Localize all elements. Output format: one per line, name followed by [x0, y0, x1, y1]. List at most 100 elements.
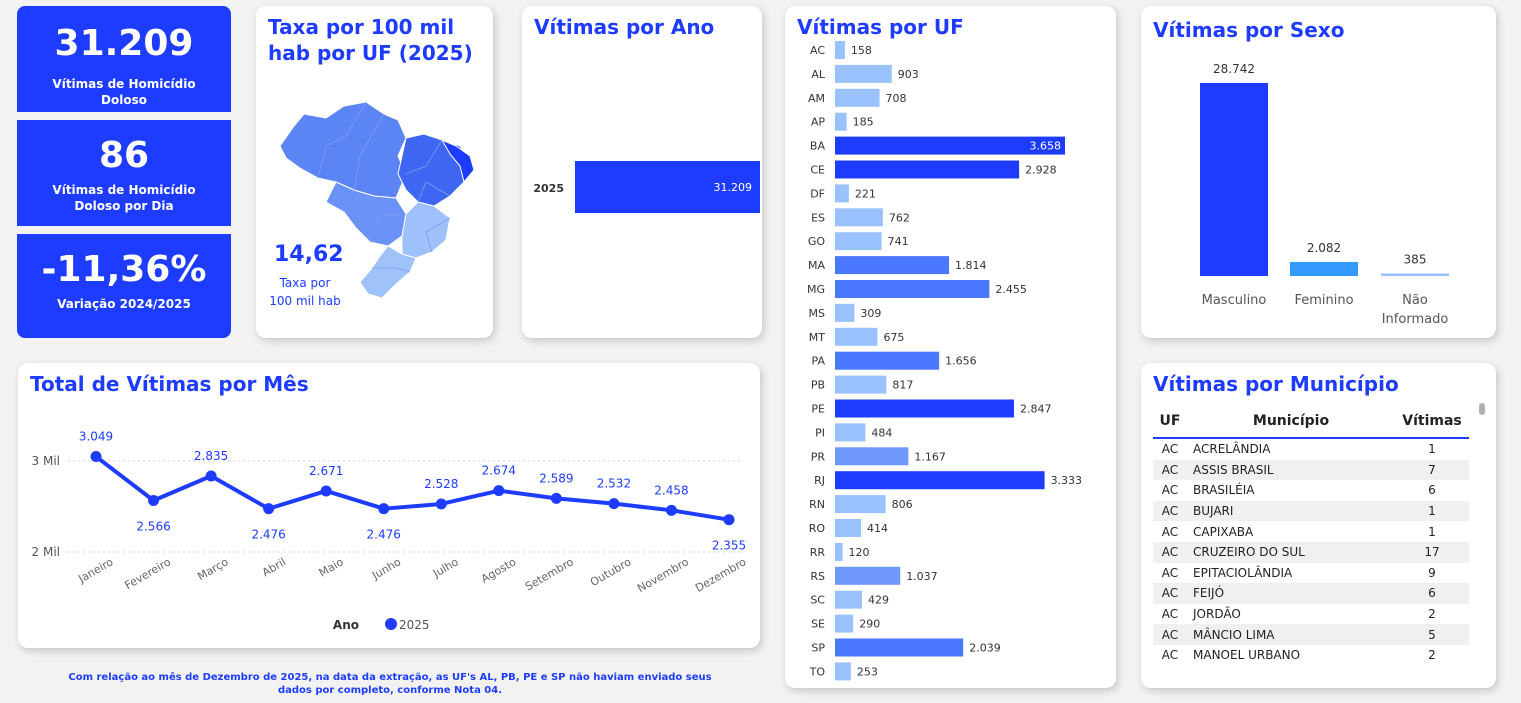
- uf-tick-label: RO: [809, 522, 826, 535]
- col-header-vitimas[interactable]: Vítimas: [1395, 405, 1469, 439]
- table-scrollbar[interactable]: [1479, 403, 1485, 415]
- month-point[interactable]: [608, 498, 620, 510]
- table-row[interactable]: AC MANOEL URBANO 2: [1153, 645, 1469, 666]
- month-series-line[interactable]: [94, 454, 730, 522]
- kpi-total-victims: 31.209 Vítimas de Homicídio Doloso: [17, 6, 231, 112]
- map-region-southeast[interactable]: [401, 201, 451, 259]
- uf-bar[interactable]: [835, 160, 1020, 179]
- uf-bar[interactable]: [835, 184, 849, 203]
- month-chart-card: Total de Vítimas por Mês 2 Mil 3 Mil 3.049…: [18, 363, 760, 648]
- uf-bar[interactable]: [835, 662, 851, 681]
- sex-bar[interactable]: [1200, 83, 1268, 276]
- uf-bar[interactable]: [835, 638, 964, 657]
- uf-bar-label: 120: [849, 546, 870, 559]
- uf-bar-label: 290: [859, 618, 880, 631]
- map-region-northeast[interactable]: [397, 133, 471, 207]
- uf-bar[interactable]: [835, 447, 909, 466]
- table-row[interactable]: AC ASSIS BRASIL 7: [1153, 459, 1469, 481]
- year-bar[interactable]: [575, 161, 760, 213]
- uf-tick-label: RJ: [814, 474, 825, 487]
- year-tick-label: 2025: [533, 182, 564, 195]
- uf-bar[interactable]: [835, 351, 940, 370]
- table-row[interactable]: AC ACRELÂNDIA 1: [1153, 438, 1469, 460]
- month-point[interactable]: [378, 503, 390, 515]
- uf-bar[interactable]: [835, 542, 843, 561]
- uf-bar[interactable]: [835, 64, 892, 83]
- sex-bar[interactable]: [1381, 273, 1449, 276]
- table-row[interactable]: AC BRASILÉIA 6: [1153, 480, 1469, 501]
- sex-bar-label: 385: [1404, 252, 1427, 266]
- month-point[interactable]: [148, 494, 160, 506]
- month-point[interactable]: [550, 492, 562, 504]
- uf-bar-label: 309: [860, 307, 881, 320]
- uf-bar-label: 221: [855, 187, 876, 200]
- col-header-uf[interactable]: UF: [1153, 405, 1187, 439]
- cell-municipio: JORDÃO: [1193, 607, 1241, 622]
- table-row[interactable]: AC FEIJÓ 6: [1153, 583, 1469, 604]
- uf-bar[interactable]: [835, 566, 901, 585]
- month-ytick-label: 3 Mil: [32, 454, 60, 468]
- month-point[interactable]: [90, 451, 102, 463]
- uf-bar[interactable]: [835, 112, 847, 131]
- table-row[interactable]: AC MÂNCIO LIMA 5: [1153, 624, 1469, 645]
- uf-bar[interactable]: [835, 519, 862, 537]
- uf-bar[interactable]: [835, 88, 880, 107]
- month-point[interactable]: [320, 485, 332, 497]
- col-header-municipio[interactable]: Município: [1187, 405, 1395, 439]
- month-point[interactable]: [723, 514, 735, 526]
- uf-bar[interactable]: [835, 256, 950, 275]
- brazil-map[interactable]: [256, 6, 493, 338]
- month-point[interactable]: [665, 504, 677, 516]
- uf-bar[interactable]: [835, 327, 878, 346]
- cell-municipio: CRUZEIRO DO SUL: [1187, 541, 1395, 563]
- uf-bar-label: 675: [883, 331, 904, 344]
- uf-bar[interactable]: [835, 303, 855, 322]
- table-row[interactable]: AC BUJARI 1: [1153, 500, 1469, 522]
- month-tick-label: Abril: [260, 555, 288, 579]
- table-row[interactable]: AC CAPIXABA 1: [1153, 521, 1469, 542]
- uf-bar[interactable]: [835, 590, 862, 609]
- map-region-south[interactable]: [359, 245, 417, 299]
- uf-bar[interactable]: [835, 232, 882, 251]
- uf-bar[interactable]: [835, 136, 1065, 155]
- month-point[interactable]: [493, 485, 505, 497]
- month-point-label: 2.458: [654, 483, 688, 497]
- legend-label: 2025: [399, 618, 430, 632]
- sex-chart-title: Vítimas por Sexo: [1153, 18, 1345, 42]
- month-point[interactable]: [435, 498, 447, 510]
- table-row[interactable]: AC JORDÃO 2: [1153, 604, 1469, 625]
- legend-marker[interactable]: [385, 618, 397, 630]
- uf-tick-label: PE: [811, 403, 825, 416]
- kpi-per-day-label: Vítimas de Homicídio Doloso por Dia: [52, 183, 196, 213]
- uf-tick-label: TO: [809, 665, 826, 678]
- uf-bar[interactable]: [835, 41, 845, 59]
- map-region-north[interactable]: [279, 101, 407, 199]
- sex-chart-card: Vítimas por Sexo 28.742 Masculino 2.082 Fem…: [1141, 6, 1496, 338]
- uf-chart: AC 158 AL 903 AM 708 AP 185 BA 3.658 CE 2.928 DF 221 E…: [807, 41, 1082, 681]
- table-row[interactable]: AC EPITACIOLÂNDIA 9: [1153, 563, 1469, 584]
- uf-bar[interactable]: [835, 399, 1015, 418]
- cell-vitimas: 1: [1428, 524, 1436, 539]
- uf-bar[interactable]: [835, 280, 990, 298]
- table-row[interactable]: AC CRUZEIRO DO SUL 17: [1153, 541, 1469, 563]
- uf-bar-label: 484: [871, 426, 892, 439]
- cell-municipio: EPITACIOLÂNDIA: [1193, 565, 1293, 580]
- month-point[interactable]: [205, 470, 217, 482]
- uf-bar[interactable]: [835, 375, 887, 394]
- sex-tick-label: Feminino: [1294, 293, 1353, 308]
- map-region-midwest[interactable]: [325, 181, 407, 247]
- uf-bar[interactable]: [835, 614, 854, 633]
- uf-bar[interactable]: [835, 471, 1045, 490]
- cell-vitimas: 9: [1428, 565, 1436, 580]
- cell-uf: AC: [1161, 607, 1179, 622]
- month-point[interactable]: [263, 503, 275, 515]
- uf-bar[interactable]: [835, 208, 883, 227]
- month-point-label: 3.049: [79, 430, 113, 444]
- map-region-northeast-east[interactable]: [441, 139, 475, 183]
- sex-bar[interactable]: [1290, 262, 1358, 276]
- uf-bar[interactable]: [835, 423, 866, 442]
- sex-chart: 28.742 Masculino 2.082 Feminino 385 Não Inform…: [1200, 62, 1449, 327]
- uf-tick-label: PB: [811, 379, 825, 392]
- month-point-label: 2.355: [712, 539, 746, 553]
- uf-bar[interactable]: [835, 495, 886, 514]
